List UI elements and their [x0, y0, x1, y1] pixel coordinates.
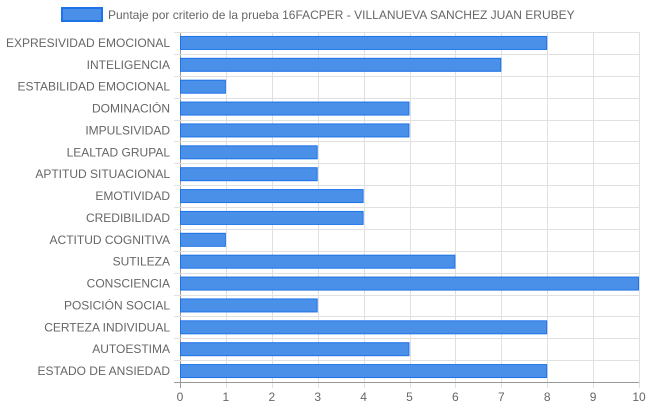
y-tick-label: CREDIBILIDAD	[86, 211, 170, 225]
x-tick-label: 0	[177, 390, 184, 404]
bar[interactable]	[180, 123, 410, 138]
bars	[180, 35, 639, 379]
y-tick-label: CONSCIENCIA	[87, 277, 170, 291]
x-tick-label: 6	[452, 390, 459, 404]
y-tick-label: AUTOESTIMA	[92, 342, 170, 356]
y-tick-label: POSICIÓN SOCIAL	[64, 297, 170, 312]
bar[interactable]	[180, 254, 456, 269]
bar[interactable]	[180, 232, 226, 247]
bar[interactable]	[180, 276, 639, 291]
bar[interactable]	[180, 35, 548, 50]
y-tick-label: APTITUD SITUACIONAL	[35, 167, 170, 181]
grid-lines	[174, 32, 640, 388]
y-tick-label: CERTEZA INDIVIDUAL	[44, 320, 170, 334]
bar[interactable]	[180, 101, 410, 116]
bar[interactable]	[180, 342, 410, 357]
x-tick-label: 2	[268, 390, 275, 404]
x-tick-label: 7	[498, 390, 505, 404]
y-tick-label: LEALTAD GRUPAL	[67, 145, 171, 159]
y-tick-label: INTELIGENCIA	[87, 58, 170, 72]
x-axis-tick-labels: 0 1 2 3 4 5 6 7 8 9 10	[177, 390, 646, 404]
legend-label: Puntaje por criterio de la prueba 16FACP…	[108, 8, 575, 22]
bar[interactable]	[180, 364, 548, 379]
x-tick-label: 9	[590, 390, 597, 404]
bar[interactable]	[180, 320, 548, 335]
legend[interactable]: Puntaje por criterio de la prueba 16FACP…	[61, 7, 575, 22]
x-tick-label: 10	[632, 390, 646, 404]
y-tick-label: ACTITUD COGNITIVA	[50, 233, 170, 247]
x-tick-label: 4	[360, 390, 367, 404]
y-tick-label: EXPRESIVIDAD EMOCIONAL	[6, 36, 170, 50]
bar[interactable]	[180, 145, 318, 160]
x-tick-label: 3	[314, 390, 321, 404]
bar[interactable]	[180, 298, 318, 313]
bar[interactable]	[180, 210, 364, 225]
legend-swatch	[61, 7, 103, 22]
y-tick-label: DOMINACIÓN	[92, 101, 170, 116]
x-tick-label: 1	[223, 390, 230, 404]
y-axis-labels: EXPRESIVIDAD EMOCIONAL INTELIGENCIA ESTABI…	[6, 36, 170, 378]
y-tick-label: SUTILEZA	[113, 255, 170, 269]
x-tick-label: 5	[406, 390, 413, 404]
bar[interactable]	[180, 57, 502, 72]
y-tick-label: EMOTIVIDAD	[95, 189, 170, 203]
x-tick-label: 8	[544, 390, 551, 404]
bar[interactable]	[180, 189, 364, 204]
bar[interactable]	[180, 167, 318, 182]
y-tick-label: ESTABILIDAD EMOCIONAL	[18, 80, 171, 94]
y-tick-label: IMPULSIVIDAD	[85, 123, 170, 137]
bar[interactable]	[180, 79, 226, 94]
y-tick-label: ESTADO DE ANSIEDAD	[38, 364, 171, 378]
